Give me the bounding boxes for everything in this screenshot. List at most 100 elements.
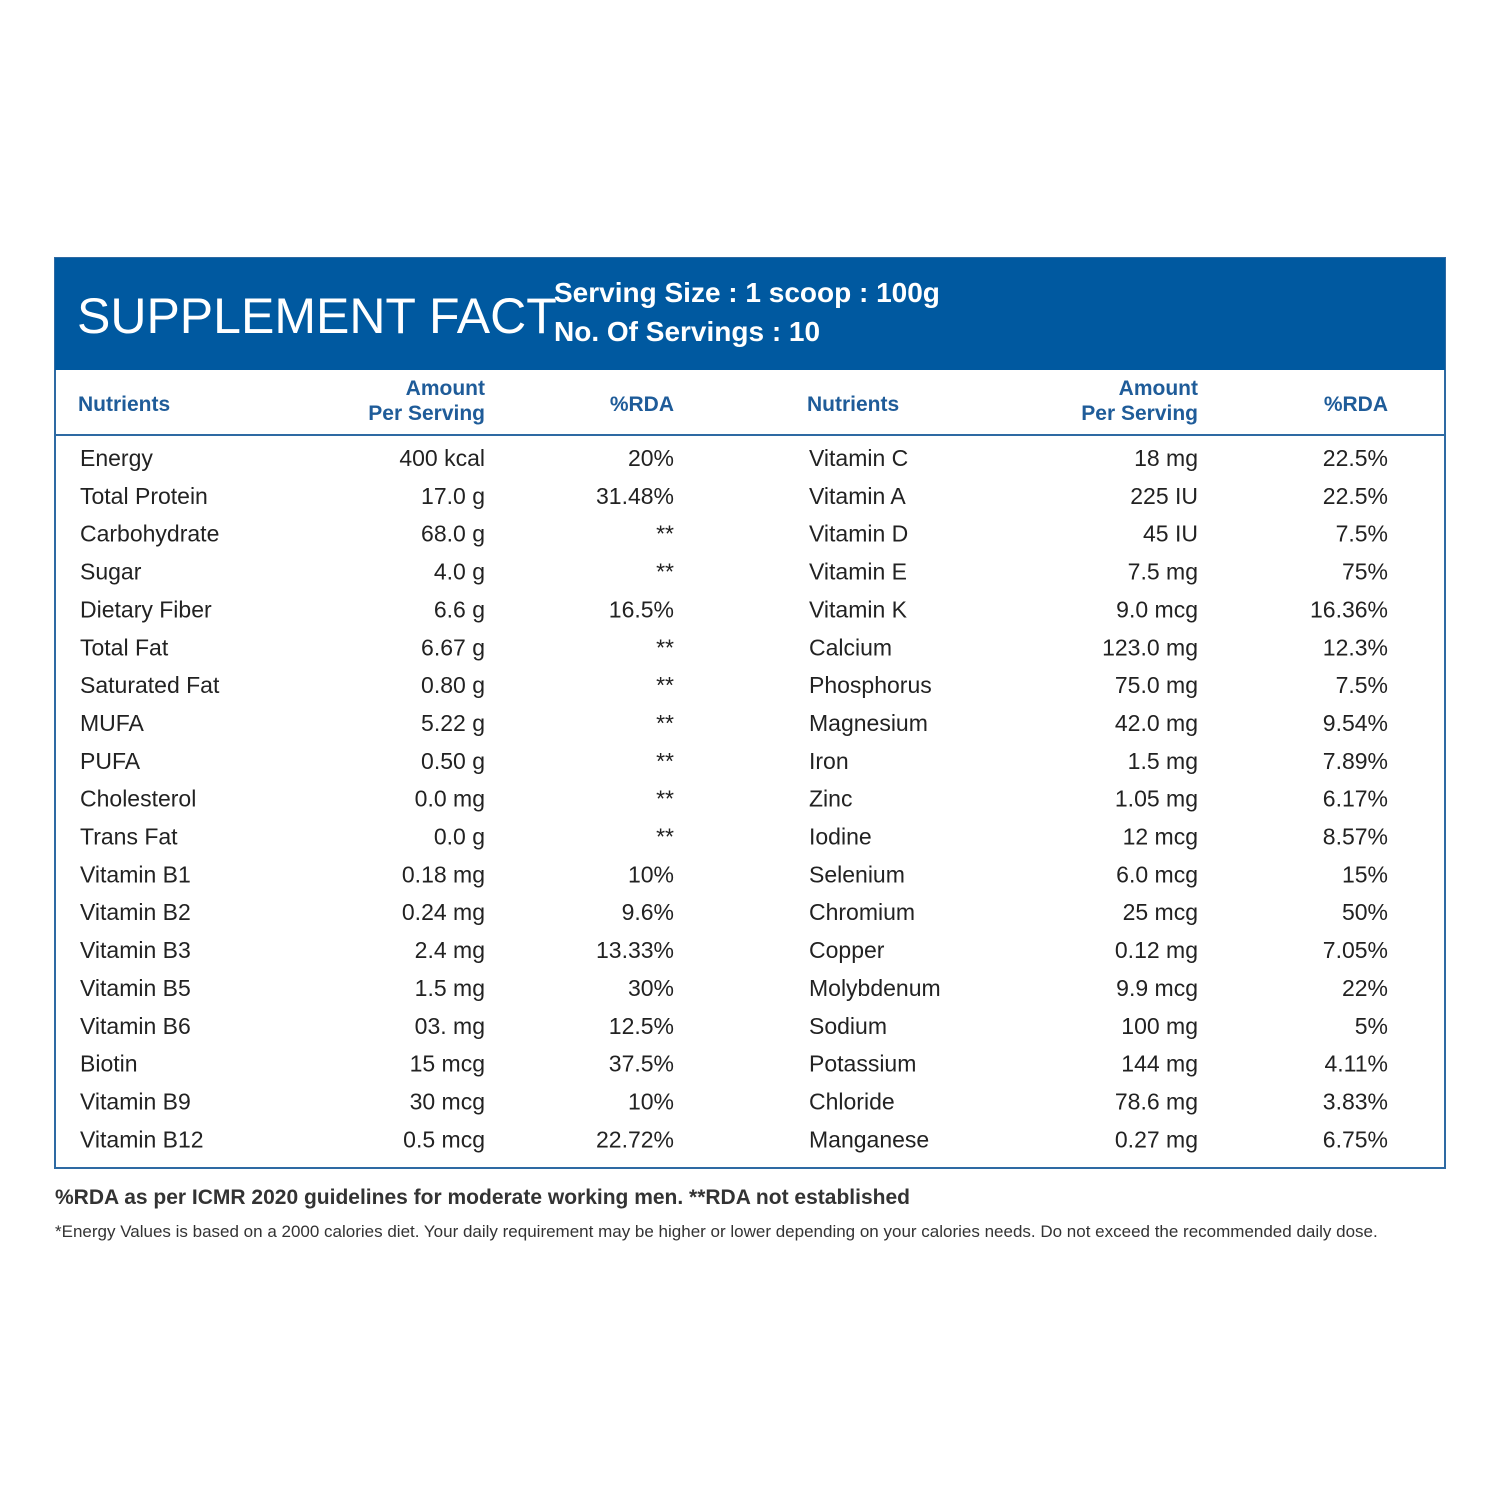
rda: **	[656, 786, 674, 812]
rda: 30%	[628, 975, 674, 1001]
rda: 5%	[1355, 1013, 1388, 1039]
rda: 16.5%	[609, 596, 674, 622]
rda: 31.48%	[596, 483, 674, 509]
nutrient-name: Vitamin D	[809, 521, 908, 547]
rda: **	[656, 748, 674, 774]
amount: 9.0 mcg	[1116, 596, 1198, 622]
amount: 03. mg	[415, 1013, 485, 1039]
nutrient-name: Iodine	[809, 824, 872, 850]
amount: 75.0 mg	[1115, 672, 1198, 698]
amount: 1.5 mg	[415, 975, 485, 1001]
rda: 8.57%	[1323, 824, 1388, 850]
amount: 0.18 mg	[402, 861, 485, 887]
rda: 16.36%	[1310, 596, 1388, 622]
amount: 400 kcal	[399, 445, 485, 471]
rda: 4.11%	[1324, 1051, 1388, 1077]
rda: 12.5%	[609, 1013, 674, 1039]
amount: 6.0 mcg	[1116, 861, 1198, 887]
amount: 2.4 mg	[415, 937, 485, 963]
rda: **	[656, 672, 674, 698]
rda: 10%	[628, 861, 674, 887]
amount: 25 mcg	[1123, 899, 1198, 925]
rda: 9.6%	[622, 899, 674, 925]
rda: 22.72%	[596, 1126, 674, 1152]
amount: 0.0 g	[434, 824, 485, 850]
amount: 7.5 mg	[1128, 559, 1198, 585]
column-header: %RDA	[610, 393, 674, 416]
amount: 6.67 g	[421, 634, 485, 660]
amount: 1.05 mg	[1115, 786, 1198, 812]
nutrient-name: Magnesium	[809, 710, 928, 736]
amount: 17.0 g	[421, 483, 485, 509]
nutrient-name: Phosphorus	[809, 672, 932, 698]
nutrient-name: PUFA	[80, 748, 141, 774]
rda: 22%	[1342, 975, 1388, 1001]
nutrient-name: Sodium	[809, 1013, 887, 1039]
amount: 5.22 g	[421, 710, 485, 736]
column-header: %RDA	[1324, 393, 1388, 416]
column-header: Per Serving	[1081, 402, 1198, 425]
amount: 0.24 mg	[402, 899, 485, 925]
rda: 6.75%	[1323, 1126, 1388, 1152]
nutrient-name: Carbohydrate	[80, 521, 219, 547]
nutrient-name: Vitamin B9	[80, 1088, 191, 1114]
rda: 6.17%	[1323, 786, 1388, 812]
header-band	[55, 258, 1445, 370]
nutrient-name: Iron	[809, 748, 849, 774]
column-header: Amount	[406, 377, 485, 400]
amount: 45 IU	[1143, 521, 1198, 547]
amount: 123.0 mg	[1102, 634, 1198, 660]
nutrient-name: Cholesterol	[80, 786, 196, 812]
column-header: Nutrients	[78, 393, 170, 416]
amount: 30 mcg	[410, 1088, 485, 1114]
nutrient-name: Vitamin C	[809, 445, 908, 471]
amount: 1.5 mg	[1128, 748, 1198, 774]
amount: 0.5 mcg	[403, 1126, 485, 1152]
nutrient-name: Zinc	[809, 786, 852, 812]
column-header: Per Serving	[368, 402, 485, 425]
nutrient-name: Vitamin B6	[80, 1013, 191, 1039]
amount: 15 mcg	[410, 1051, 485, 1077]
nutrient-name: Vitamin B2	[80, 899, 191, 925]
rda: **	[656, 824, 674, 850]
column-header: Nutrients	[807, 393, 899, 416]
rda: 37.5%	[609, 1051, 674, 1077]
amount: 0.0 mg	[415, 786, 485, 812]
nutrient-name: Vitamin A	[809, 483, 906, 509]
amount: 12 mcg	[1123, 824, 1198, 850]
rda: 20%	[628, 445, 674, 471]
column-header: Amount	[1119, 377, 1198, 400]
nutrient-name: Molybdenum	[809, 975, 941, 1001]
nutrient-name: Total Fat	[80, 634, 169, 660]
amount: 100 mg	[1121, 1013, 1198, 1039]
rda: 75%	[1342, 559, 1388, 585]
amount: 78.6 mg	[1115, 1088, 1198, 1114]
nutrient-name: Manganese	[809, 1126, 929, 1152]
rda: **	[656, 710, 674, 736]
rda: 13.33%	[596, 937, 674, 963]
amount: 144 mg	[1121, 1051, 1198, 1077]
rda: 50%	[1342, 899, 1388, 925]
nutrient-name: Calcium	[809, 634, 892, 660]
nutrient-name: Energy	[80, 445, 153, 471]
amount: 0.27 mg	[1115, 1126, 1198, 1152]
amount: 9.9 mcg	[1116, 975, 1198, 1001]
nutrient-name: Copper	[809, 937, 885, 963]
rda: 7.89%	[1323, 748, 1388, 774]
rda: 22.5%	[1323, 445, 1388, 471]
nutrient-name: Vitamin B12	[80, 1126, 204, 1152]
rda: **	[656, 559, 674, 585]
amount: 42.0 mg	[1115, 710, 1198, 736]
nutrient-name: Vitamin E	[809, 559, 907, 585]
serving-size: Serving Size : 1 scoop : 100g	[554, 277, 940, 308]
rda: **	[656, 634, 674, 660]
amount: 225 IU	[1130, 483, 1198, 509]
servings: No. Of Servings : 10	[554, 316, 820, 347]
nutrient-name: Sugar	[80, 559, 142, 585]
amount: 18 mg	[1134, 445, 1198, 471]
nutrient-name: Vitamin K	[809, 596, 908, 622]
nutrient-name: Vitamin B5	[80, 975, 191, 1001]
rda: 22.5%	[1323, 483, 1388, 509]
amount: 4.0 g	[434, 559, 485, 585]
